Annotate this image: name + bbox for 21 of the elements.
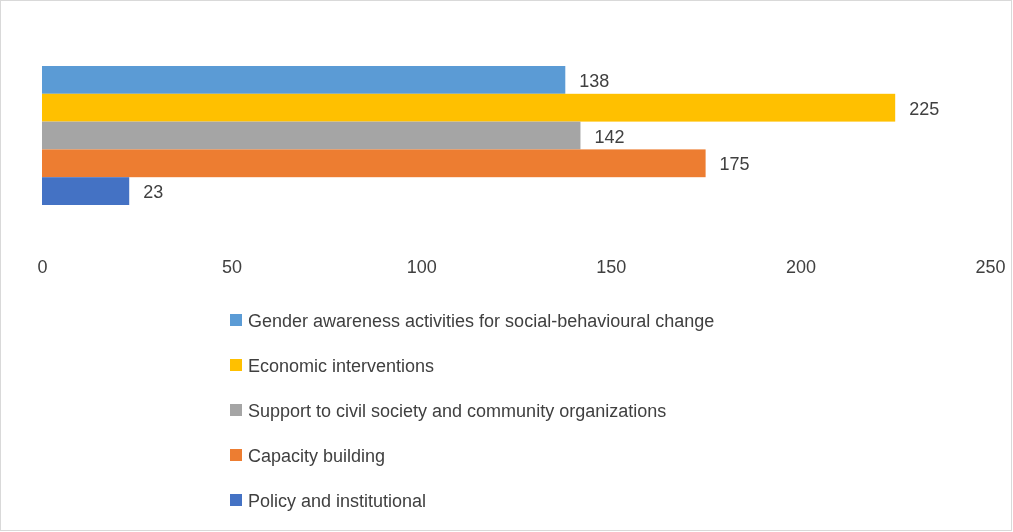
legend-label: Capacity building <box>248 446 386 466</box>
x-tick-label: 250 <box>975 256 1006 277</box>
data-label: 175 <box>719 154 750 175</box>
data-label: 138 <box>579 70 610 91</box>
data-label: 225 <box>909 98 940 119</box>
x-tick-label: 200 <box>785 256 816 277</box>
bar <box>42 66 566 94</box>
legend-label: Support to civil society and community organizations <box>248 401 667 421</box>
x-tick-label: 150 <box>596 256 627 277</box>
legend-label: Policy and institutional <box>248 491 427 511</box>
data-label: 23 <box>143 182 164 203</box>
x-tick-label: 50 <box>222 256 243 277</box>
bar <box>42 121 581 150</box>
x-tick-label: 100 <box>406 256 437 277</box>
data-label: 142 <box>594 126 625 147</box>
legend-label: Gender awareness activities for social-behavioural change <box>248 311 715 331</box>
bar <box>42 93 896 122</box>
bar <box>42 177 130 205</box>
x-tick-label: 0 <box>37 256 48 277</box>
legend-label: Economic interventions <box>248 356 435 376</box>
bar <box>42 149 706 178</box>
